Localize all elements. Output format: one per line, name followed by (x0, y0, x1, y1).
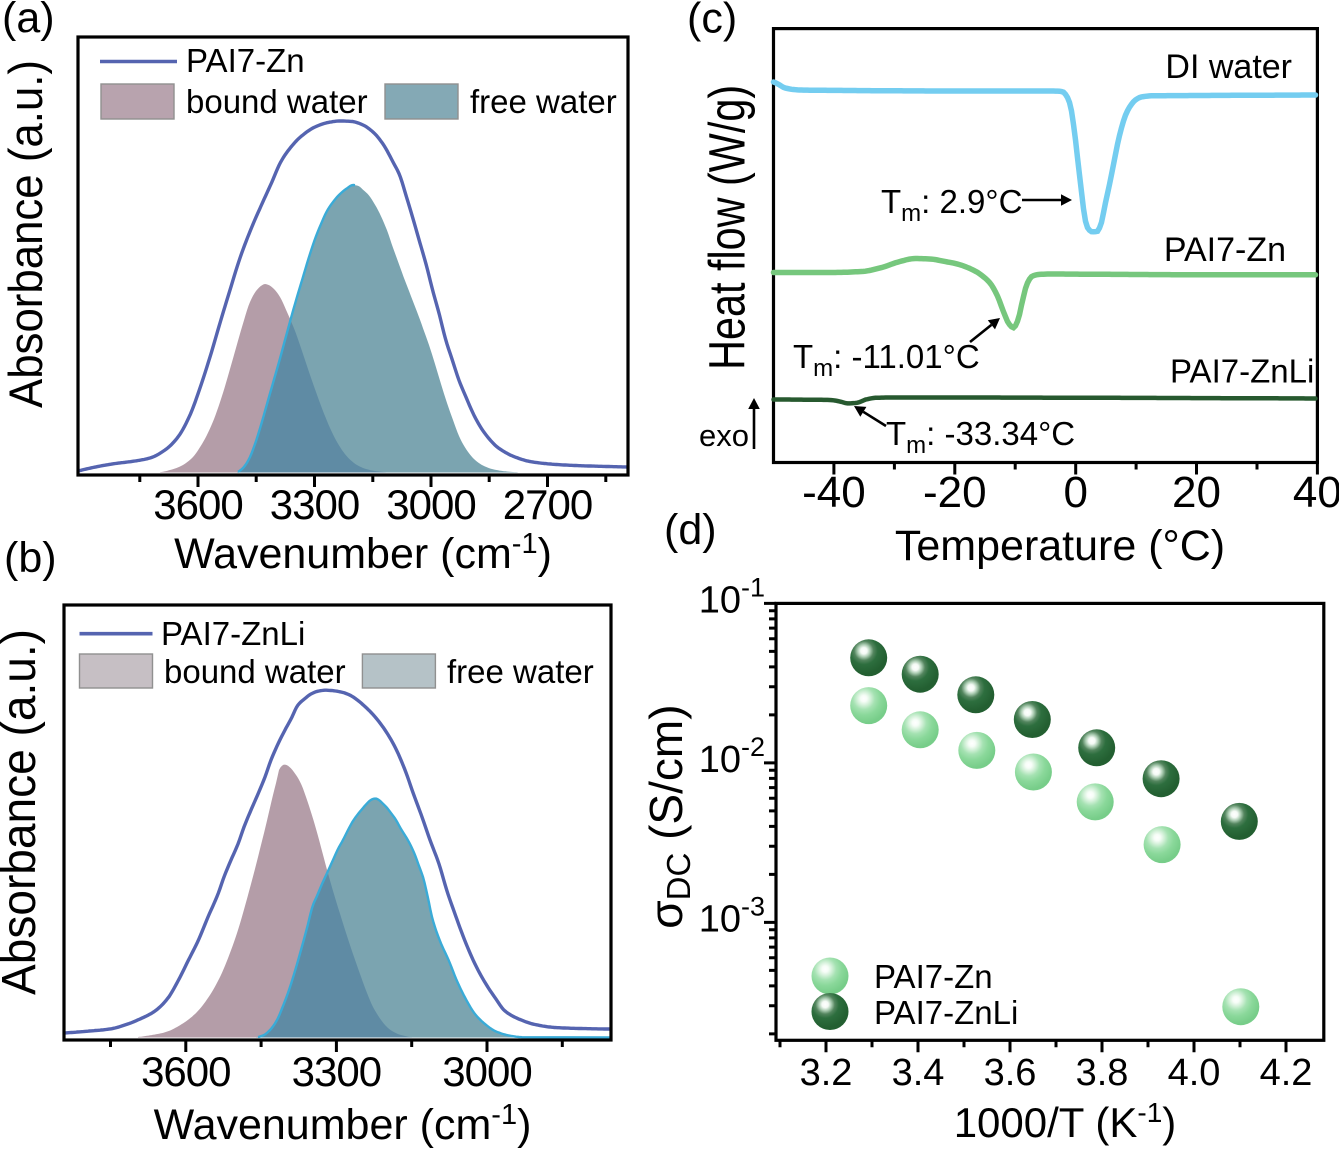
svg-text:PAI7-Zn: PAI7-Zn (874, 958, 993, 995)
svg-text:3600: 3600 (153, 481, 242, 528)
svg-text:-40: -40 (802, 468, 866, 517)
svg-text:0: 0 (1063, 468, 1087, 517)
svg-text:4.2: 4.2 (1260, 1052, 1313, 1094)
svg-text:σDC (S/cm): σDC (S/cm) (640, 704, 697, 928)
svg-text:PAI7-ZnLi: PAI7-ZnLi (1170, 353, 1314, 390)
svg-text:4.0: 4.0 (1168, 1052, 1221, 1094)
svg-text:40: 40 (1293, 468, 1339, 517)
svg-text:-20: -20 (923, 468, 987, 517)
svg-text:free water: free water (470, 83, 617, 120)
svg-text:PAI7-Zn: PAI7-Zn (1164, 231, 1286, 269)
svg-text:3300: 3300 (292, 1048, 381, 1095)
svg-text:bound water: bound water (164, 653, 346, 690)
svg-text:PAI7-Zn: PAI7-Zn (186, 42, 305, 79)
svg-text:Wavenumber (cm-1): Wavenumber (cm-1) (154, 1099, 532, 1149)
svg-text:3600: 3600 (141, 1048, 230, 1095)
svg-text:exo: exo (699, 418, 749, 453)
svg-text:(c): (c) (687, 0, 737, 43)
svg-text:free water: free water (447, 653, 594, 690)
svg-text:3.4: 3.4 (892, 1052, 945, 1094)
svg-text:20: 20 (1172, 468, 1221, 517)
svg-text:2700: 2700 (503, 481, 592, 528)
svg-text:Wavenumber (cm-1): Wavenumber (cm-1) (174, 528, 552, 578)
svg-text:DI water: DI water (1165, 48, 1292, 86)
svg-text:Absorbance (a.u.): Absorbance (a.u.) (0, 629, 46, 995)
svg-text:3.2: 3.2 (800, 1052, 853, 1094)
svg-text:Tm: 2.9°C: Tm: 2.9°C (881, 183, 1022, 227)
svg-text:3.6: 3.6 (984, 1052, 1037, 1094)
svg-text:3.8: 3.8 (1076, 1052, 1129, 1094)
svg-text:(b): (b) (4, 534, 57, 582)
svg-text:Heat flow (W/g): Heat flow (W/g) (698, 85, 755, 370)
svg-text:bound water: bound water (186, 83, 368, 120)
svg-text:Absorbance (a.u.): Absorbance (a.u.) (0, 60, 52, 408)
svg-text:10-1: 10-1 (699, 572, 765, 621)
svg-text:3300: 3300 (270, 481, 359, 528)
svg-text:(a): (a) (2, 0, 55, 42)
svg-text:Temperature (°C): Temperature (°C) (895, 522, 1225, 570)
svg-text:PAI7-ZnLi: PAI7-ZnLi (161, 615, 305, 652)
svg-text:PAI7-ZnLi: PAI7-ZnLi (874, 994, 1018, 1031)
svg-text:3000: 3000 (442, 1048, 531, 1095)
svg-text:Tm: -33.34°C: Tm: -33.34°C (886, 415, 1075, 459)
svg-text:(d): (d) (664, 506, 717, 554)
svg-text:3000: 3000 (386, 481, 475, 528)
